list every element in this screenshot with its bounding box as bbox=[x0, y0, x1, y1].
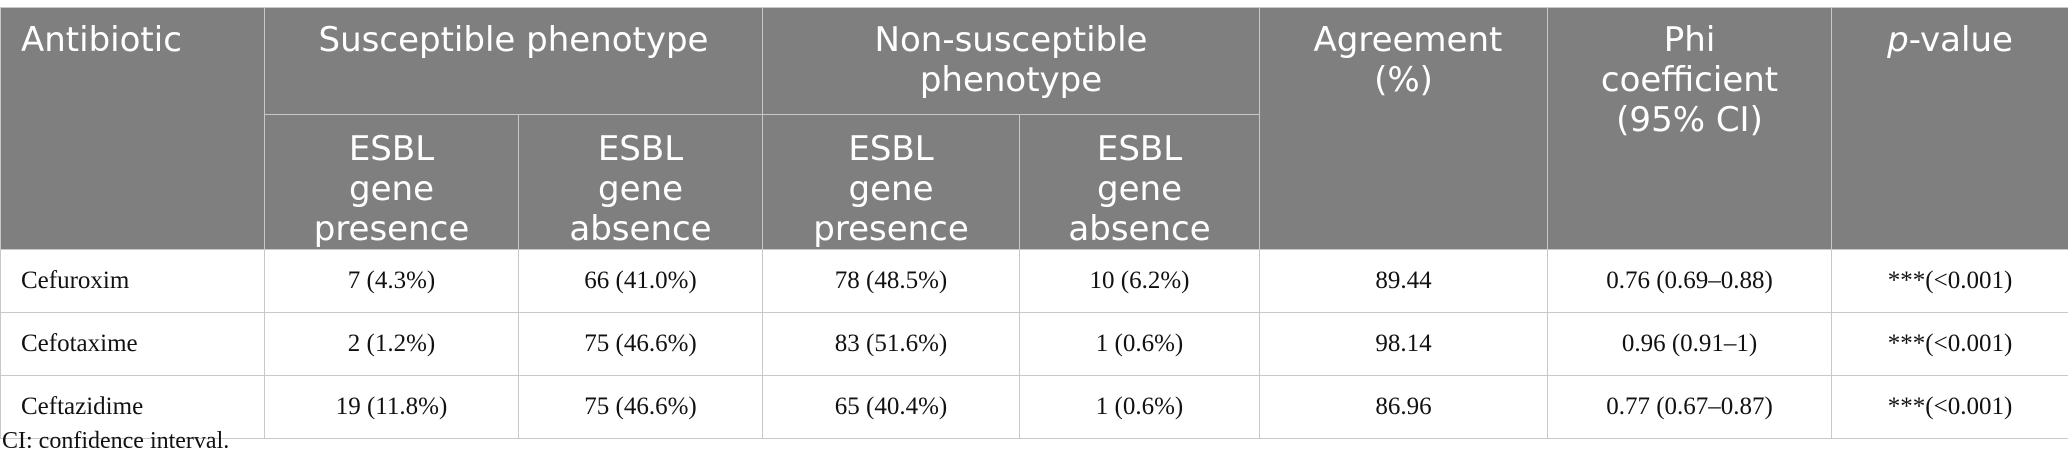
cell-ns-absence: 1 (0.6%) bbox=[1019, 375, 1261, 439]
header-s-esbl-absence-label: ESBL gene absence bbox=[569, 129, 712, 249]
header-p-value-italic: p bbox=[1887, 20, 1909, 60]
cell-ns-absence: 1 (0.6%) bbox=[1019, 312, 1261, 376]
header-phi-coefficient: Phi coefficient (95% CI) bbox=[1547, 7, 1833, 250]
header-ns-esbl-absence: ESBL gene absence bbox=[1019, 114, 1261, 250]
header-agreement: Agreement (%) bbox=[1259, 7, 1549, 250]
cell-antibiotic: Ceftazidime bbox=[0, 375, 265, 439]
cell-s-absence: 75 (46.6%) bbox=[517, 312, 764, 376]
cell-ns-presence: 78 (48.5%) bbox=[762, 249, 1021, 313]
table-row: Cefuroxim 7 (4.3%) 66 (41.0%) 78 (48.5%)… bbox=[0, 249, 2068, 313]
cell-s-presence: 2 (1.2%) bbox=[264, 312, 519, 376]
cell-antibiotic: Cefuroxim bbox=[0, 249, 265, 313]
cell-phi: 0.76 (0.69–0.88) bbox=[1547, 249, 1833, 313]
header-ns-esbl-presence-label: ESBL gene presence bbox=[813, 129, 969, 249]
cell-phi: 0.96 (0.91–1) bbox=[1547, 312, 1833, 376]
cell-ns-absence: 10 (6.2%) bbox=[1019, 249, 1261, 313]
cell-p-value: ***(<0.001) bbox=[1831, 249, 2068, 313]
header-ns-esbl-presence: ESBL gene presence bbox=[762, 114, 1021, 250]
header-s-esbl-presence-label: ESBL gene presence bbox=[313, 129, 470, 249]
header-ns-esbl-absence-label: ESBL gene absence bbox=[1068, 129, 1211, 249]
header-non-susceptible-phenotype: Non-susceptible phenotype bbox=[762, 7, 1261, 115]
header-s-esbl-presence: ESBL gene presence bbox=[264, 114, 519, 250]
header-agreement-label: Agreement (%) bbox=[1313, 20, 1503, 100]
cell-p-value: ***(<0.001) bbox=[1831, 312, 2068, 376]
header-s-esbl-absence: ESBL gene absence bbox=[517, 114, 764, 250]
cell-phi: 0.77 (0.67–0.87) bbox=[1547, 375, 1833, 439]
cell-antibiotic: Cefotaxime bbox=[0, 312, 265, 376]
header-phi-label: Phi coefficient (95% CI) bbox=[1600, 20, 1779, 140]
cell-ns-presence: 83 (51.6%) bbox=[762, 312, 1021, 376]
cell-s-presence: 19 (11.8%) bbox=[264, 375, 519, 439]
cell-agreement: 98.14 bbox=[1259, 312, 1549, 376]
results-table: Antibiotic Susceptible phenotype Non-sus… bbox=[0, 7, 2068, 439]
table-body: Cefuroxim 7 (4.3%) 66 (41.0%) 78 (48.5%)… bbox=[0, 249, 2068, 439]
table-row: Ceftazidime 19 (11.8%) 75 (46.6%) 65 (40… bbox=[0, 375, 2068, 439]
header-p-value: p-value bbox=[1831, 7, 2068, 250]
header-non-susceptible-label: Non-susceptible phenotype bbox=[874, 20, 1148, 100]
cell-agreement: 89.44 bbox=[1259, 249, 1549, 313]
cell-p-value: ***(<0.001) bbox=[1831, 375, 2068, 439]
cell-ns-presence: 65 (40.4%) bbox=[762, 375, 1021, 439]
table-row: Cefotaxime 2 (1.2%) 75 (46.6%) 83 (51.6%… bbox=[0, 312, 2068, 376]
table-header: Antibiotic Susceptible phenotype Non-sus… bbox=[0, 7, 2068, 250]
table-footnote: CI: confidence interval. bbox=[2, 428, 230, 454]
cell-s-absence: 66 (41.0%) bbox=[517, 249, 764, 313]
header-p-value-rest: -value bbox=[1908, 20, 2013, 60]
cell-s-presence: 7 (4.3%) bbox=[264, 249, 519, 313]
header-antibiotic: Antibiotic bbox=[0, 7, 265, 250]
cell-s-absence: 75 (46.6%) bbox=[517, 375, 764, 439]
cell-agreement: 86.96 bbox=[1259, 375, 1549, 439]
header-susceptible-phenotype: Susceptible phenotype bbox=[263, 7, 764, 115]
